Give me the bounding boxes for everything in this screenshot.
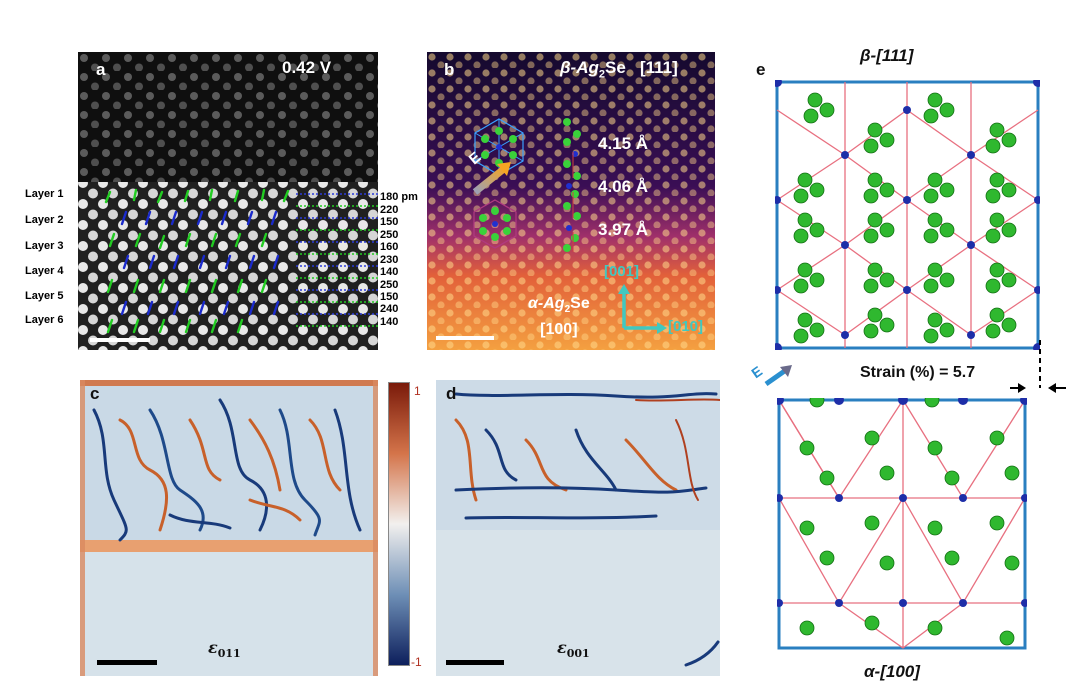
spacing-label: 140 [380, 316, 399, 328]
panel-b-image [427, 52, 715, 350]
spacing-label: 150 [380, 216, 399, 228]
panel-b-d3: 3.97 Å [598, 220, 649, 239]
panel-b-alpha-label: α-Ag2Se [100] [528, 294, 590, 340]
panel-b-title: β-Ag2Se [111] [560, 58, 678, 80]
spacing-label: 160 [380, 241, 399, 253]
panel-a-letter: a [96, 60, 106, 79]
spacing-label: 240 [380, 303, 399, 315]
panel-b-title-suffix: Se [605, 58, 626, 77]
panel-a [78, 52, 378, 350]
panel-e-top-title: β-[111] [860, 46, 914, 65]
layer-label-3: Layer 3 [25, 240, 64, 252]
panel-e-field-arrow [764, 365, 792, 387]
panel-d-symbol: ε001 [557, 638, 590, 660]
panel-b-alpha-sub: 2 [564, 304, 571, 316]
panel-c-map [80, 380, 378, 676]
panel-b-title-prefix: β-Ag [560, 58, 599, 77]
panel-b-letter: b [444, 60, 455, 79]
spacing-label: 250 [380, 229, 399, 241]
spacing-label: 230 [380, 254, 399, 266]
spacing-label: 220 [380, 204, 399, 216]
panel-c-epsilon: ε [208, 638, 218, 657]
panel-d [436, 380, 720, 676]
panel-d-subscript: 001 [566, 647, 590, 661]
panel-a-voltage: 0.42 V [282, 58, 332, 77]
panel-a-image [78, 52, 378, 350]
panel-d-letter: d [446, 384, 457, 403]
layer-label-6: Layer 6 [25, 314, 64, 326]
panel-b-d2: 4.06 Å [598, 177, 649, 196]
colorbar-min-label: -1 [411, 655, 422, 669]
axis-label-010: [010] [668, 318, 704, 335]
panel-c [80, 380, 378, 676]
colorbar [388, 382, 410, 666]
panel-b-alpha-prefix: α-Ag [528, 295, 565, 312]
panel-d-epsilon: ε [557, 638, 567, 657]
spacing-label: 250 [380, 279, 399, 291]
axis-label-001: [001] [604, 263, 640, 280]
panel-e-letter: e [756, 60, 766, 79]
layer-label-5: Layer 5 [25, 290, 64, 302]
panel-b [427, 52, 715, 350]
beta-cell-model [775, 80, 1040, 350]
panel-b-alpha-suffix: Se [570, 295, 590, 312]
panel-d-map [436, 380, 720, 676]
colorbar-max-label: 1 [414, 384, 421, 398]
layer-label-1: Layer 1 [25, 188, 64, 200]
panel-e-bottom-title: α-[100] [864, 662, 920, 681]
panel-c-letter: c [90, 384, 100, 403]
panel-a-scalebar [90, 338, 150, 342]
panel-b-title-sub: 2 [598, 68, 605, 81]
panel-b-zone: [111] [639, 58, 678, 77]
panel-b-alpha-zone: [100] [540, 321, 578, 339]
panel-b-scalebar [436, 336, 494, 340]
panel-c-symbol: ε011 [208, 638, 241, 660]
panel-b-d1: 4.15 Å [598, 134, 649, 153]
spacing-label: 140 [380, 266, 399, 278]
panel-e-beta-cell [775, 80, 1040, 350]
panel-e-alpha-cell [777, 398, 1027, 650]
alpha-cell-model [777, 398, 1027, 650]
panel-c-subscript: 011 [217, 647, 241, 661]
panel-c-scalebar [97, 660, 157, 665]
strain-value: Strain (%) = 5.7 [860, 364, 976, 381]
spacing-label: 150 [380, 291, 399, 303]
layer-label-2: Layer 2 [25, 214, 64, 226]
spacing-label: 180 pm [380, 191, 418, 203]
layer-label-4: Layer 4 [25, 265, 64, 277]
panel-d-scalebar [446, 660, 504, 665]
strain-marker [1010, 340, 1066, 393]
